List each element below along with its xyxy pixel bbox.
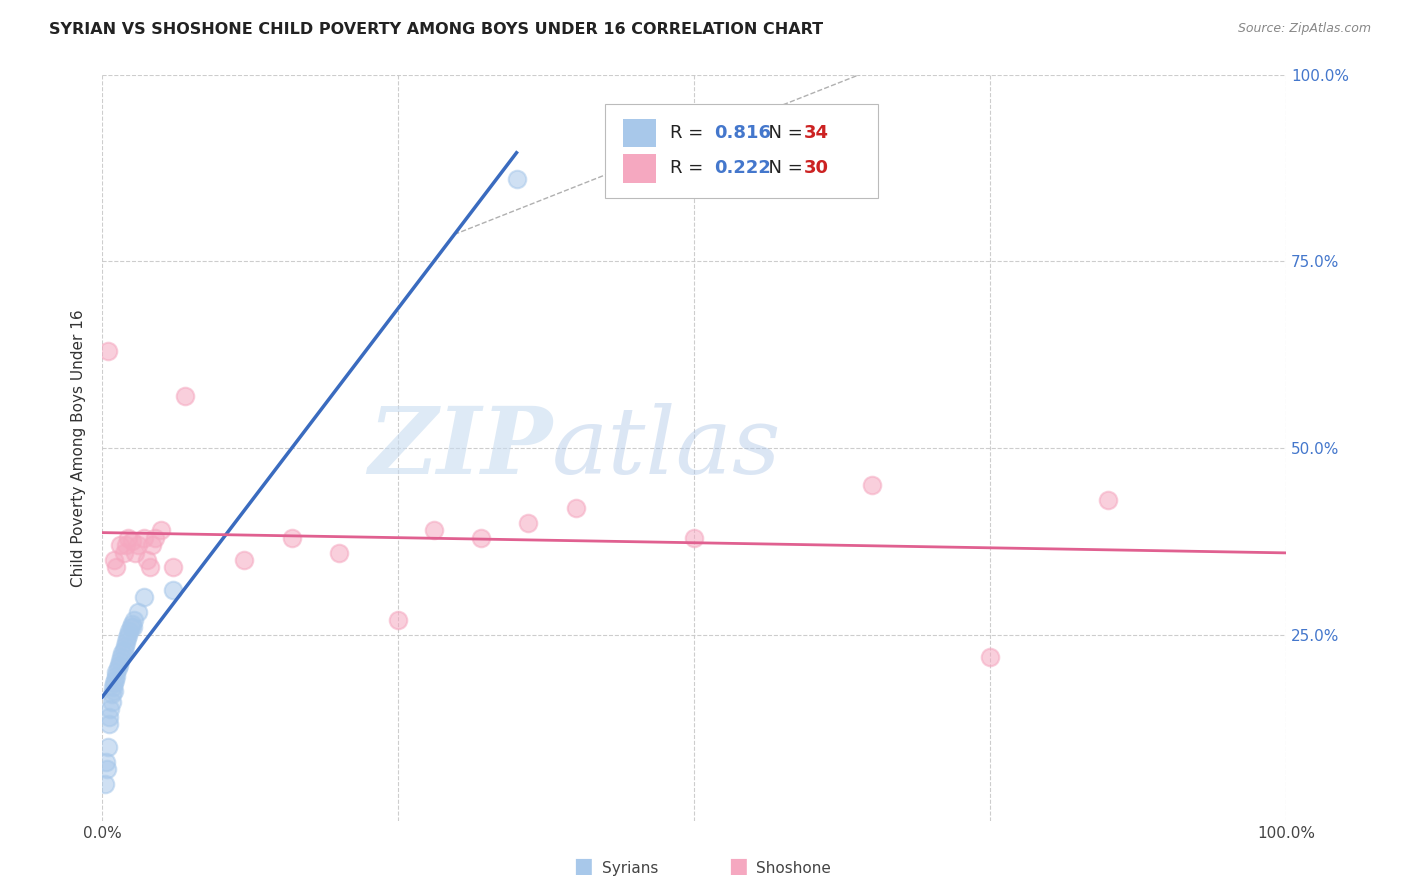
Point [233, 553, 256, 567]
Point [174, 389, 197, 403]
Text: ZIP: ZIP [368, 403, 553, 493]
Point [117, 628, 139, 642]
Point [387, 613, 409, 627]
Point [117, 531, 139, 545]
Point [138, 560, 160, 574]
Point [97, 343, 120, 358]
Point [108, 538, 131, 552]
FancyBboxPatch shape [623, 154, 657, 183]
Point [101, 680, 124, 694]
Point [120, 620, 142, 634]
Text: 0.222: 0.222 [714, 159, 770, 177]
Point [107, 657, 129, 672]
Point [112, 545, 135, 559]
Point [124, 545, 146, 559]
Point [100, 688, 122, 702]
Text: Syrians: Syrians [602, 861, 658, 876]
Text: Shoshone: Shoshone [756, 861, 831, 876]
Point [110, 650, 132, 665]
Text: 34: 34 [804, 124, 830, 142]
Point [105, 665, 128, 679]
Point [132, 531, 155, 545]
Text: 30: 30 [804, 159, 830, 177]
Text: ■: ■ [574, 856, 593, 876]
Point [127, 605, 149, 619]
Text: R =: R = [671, 124, 710, 142]
Point [132, 591, 155, 605]
Point [328, 545, 350, 559]
Point [1097, 493, 1119, 508]
Point [103, 676, 125, 690]
Text: N =: N = [756, 159, 808, 177]
Point [105, 560, 128, 574]
Point [564, 500, 586, 515]
Point [100, 695, 122, 709]
Point [104, 673, 127, 687]
FancyBboxPatch shape [623, 119, 657, 147]
Y-axis label: Child Poverty Among Boys Under 16: Child Poverty Among Boys Under 16 [72, 310, 86, 587]
Point [111, 647, 134, 661]
Point [98, 710, 121, 724]
Point [517, 516, 540, 530]
Point [162, 560, 184, 574]
Text: N =: N = [756, 124, 808, 142]
Point [103, 683, 125, 698]
Text: Source: ZipAtlas.com: Source: ZipAtlas.com [1237, 22, 1371, 36]
Text: R =: R = [671, 159, 710, 177]
Point [94, 755, 117, 769]
Text: atlas: atlas [553, 403, 782, 493]
Point [860, 478, 883, 492]
Point [470, 531, 492, 545]
Point [505, 172, 527, 186]
Text: 0.816: 0.816 [714, 124, 772, 142]
Point [112, 642, 135, 657]
Point [122, 613, 145, 627]
Point [100, 702, 122, 716]
Point [141, 538, 163, 552]
Point [683, 531, 706, 545]
Point [115, 538, 138, 552]
Point [107, 661, 129, 675]
Point [121, 616, 143, 631]
Point [115, 635, 138, 649]
Point [96, 762, 118, 776]
Text: ■: ■ [728, 856, 748, 876]
FancyBboxPatch shape [606, 104, 877, 198]
Point [108, 654, 131, 668]
Text: SYRIAN VS SHOSHONE CHILD POVERTY AMONG BOYS UNDER 16 CORRELATION CHART: SYRIAN VS SHOSHONE CHILD POVERTY AMONG B… [49, 22, 824, 37]
Point [98, 717, 121, 731]
Point [127, 538, 149, 552]
Point [122, 620, 145, 634]
Point [162, 582, 184, 597]
Point [103, 553, 125, 567]
Point [105, 669, 128, 683]
Point [145, 531, 167, 545]
Point [118, 624, 141, 638]
Point [422, 523, 444, 537]
Point [136, 553, 159, 567]
Point [979, 650, 1001, 665]
Point [93, 777, 115, 791]
Point [97, 739, 120, 754]
Point [121, 534, 143, 549]
Point [150, 523, 173, 537]
Point [115, 632, 138, 646]
Point [114, 639, 136, 653]
Point [280, 531, 302, 545]
